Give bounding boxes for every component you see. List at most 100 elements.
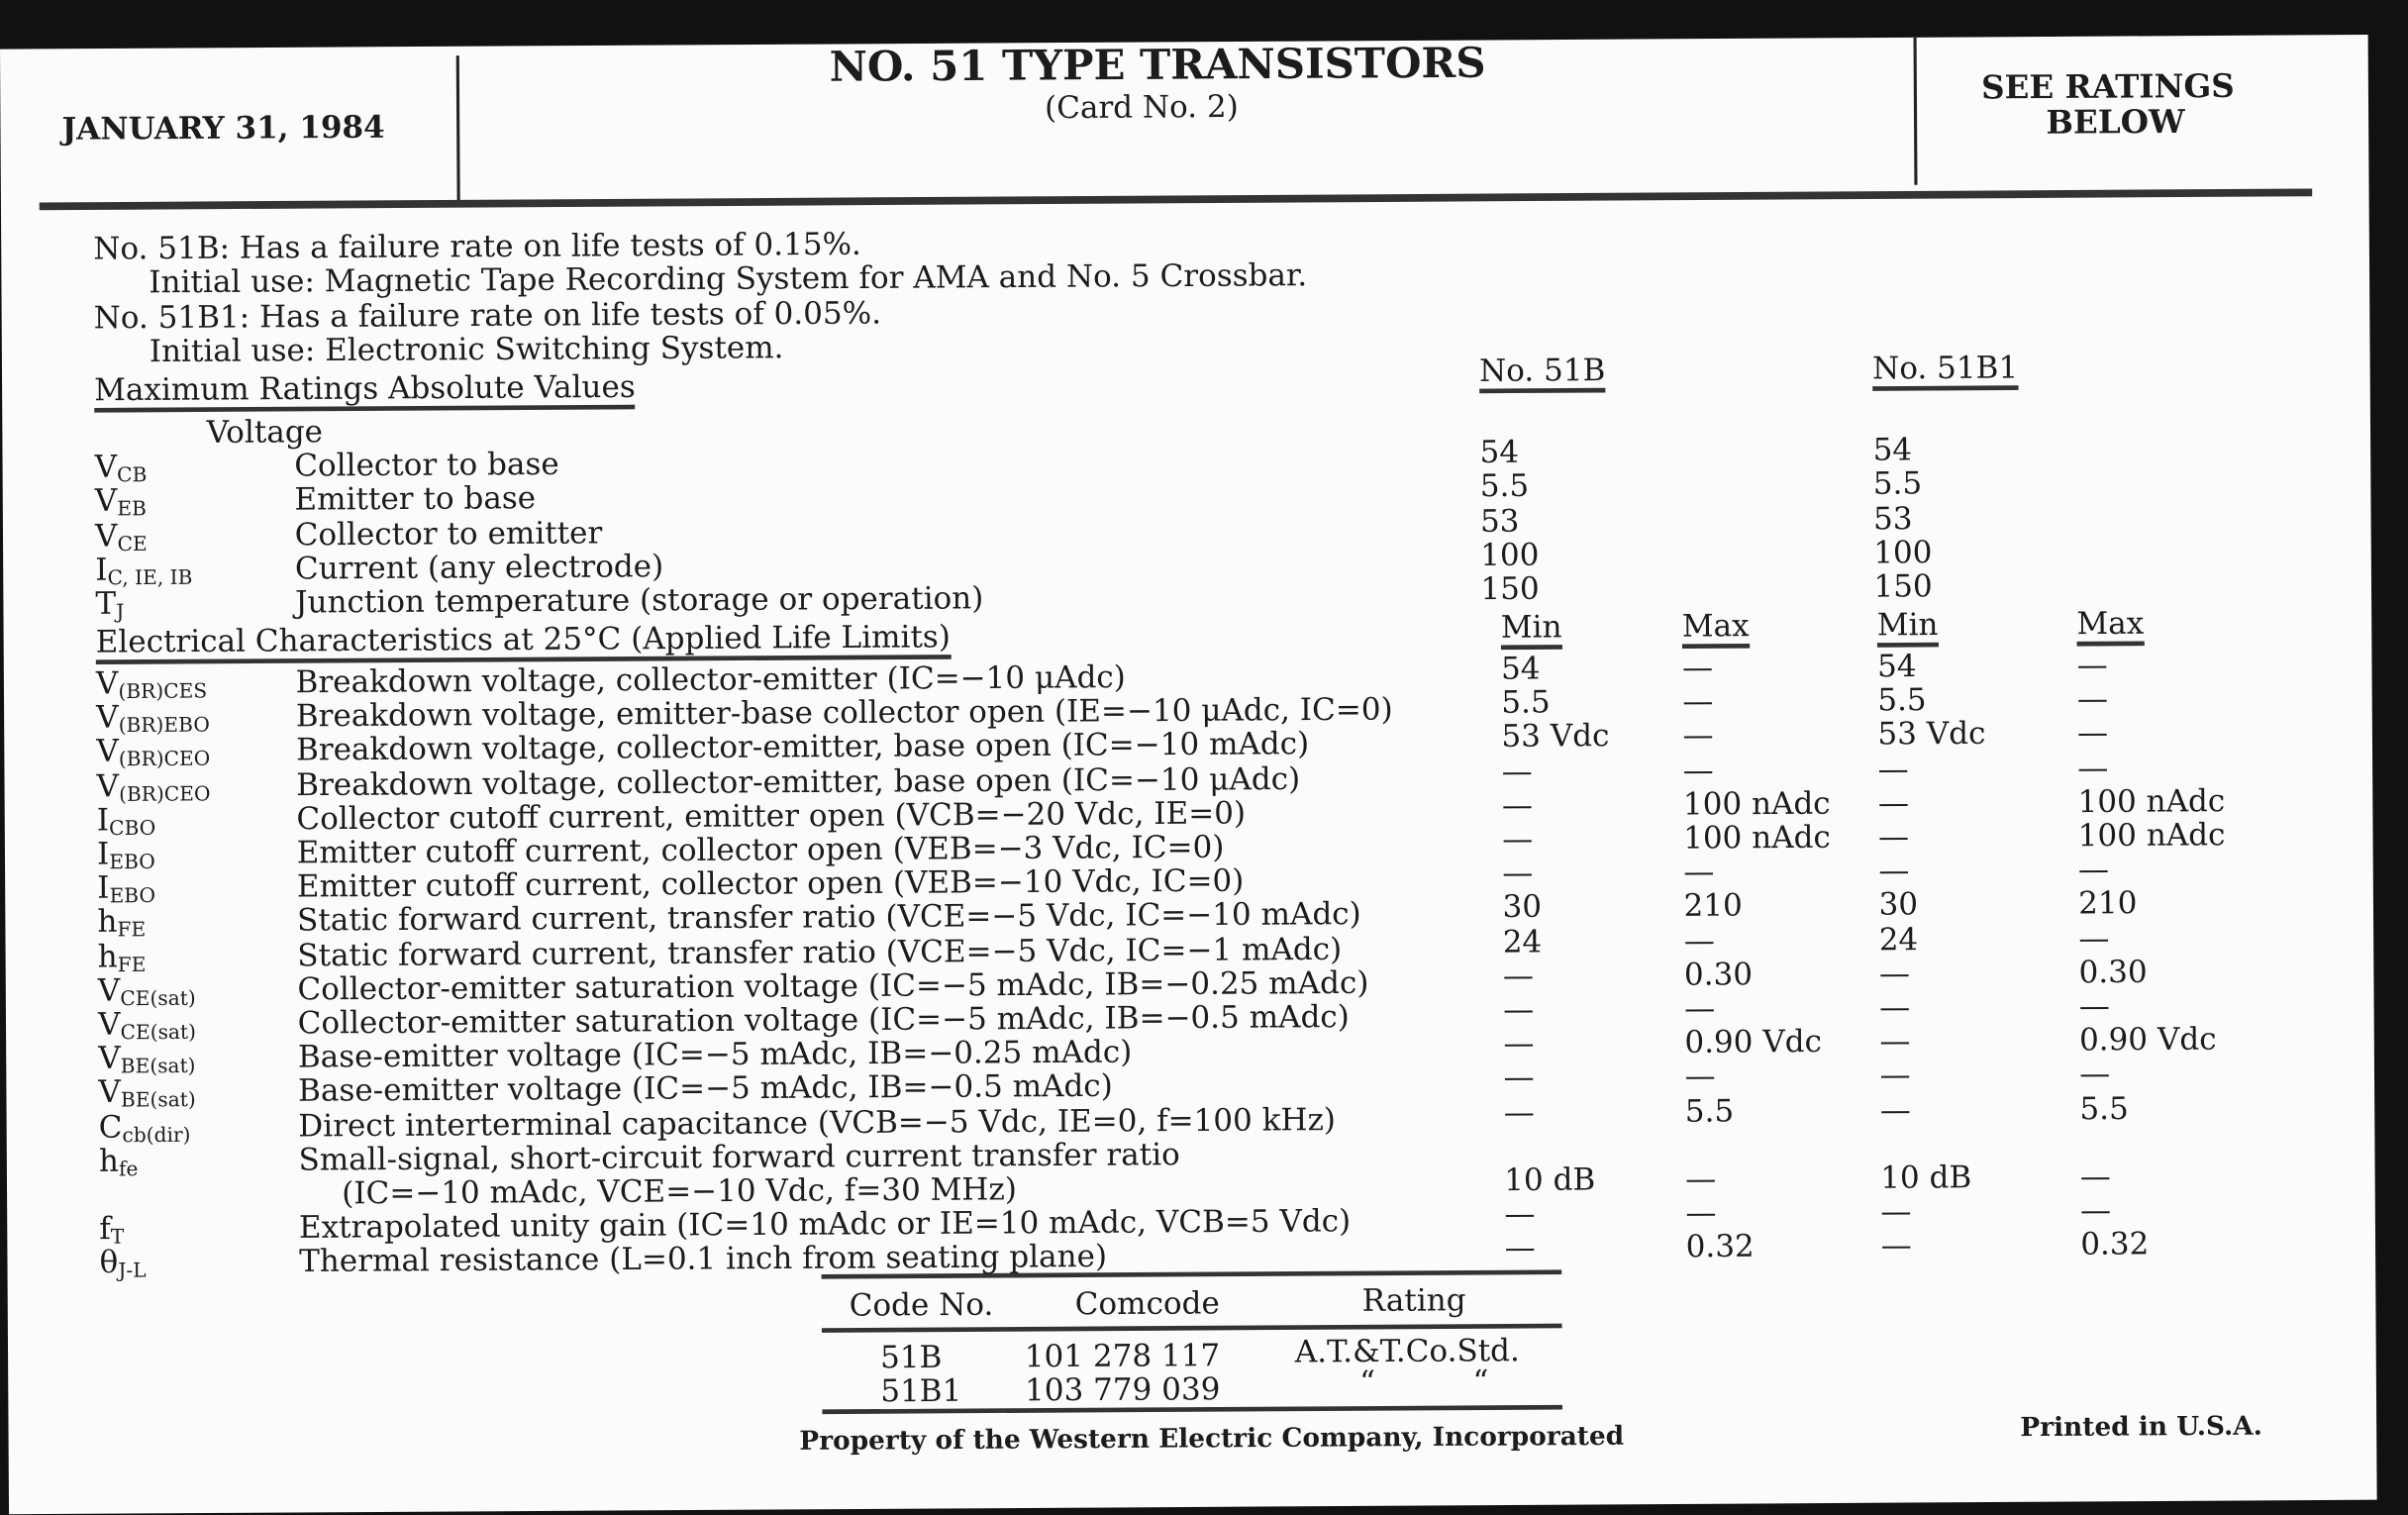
header-rule	[39, 188, 2313, 211]
max-value-51b1: —	[2079, 1055, 2111, 1092]
min-value-51b: —	[1501, 785, 1534, 824]
symbol-main: V	[95, 663, 119, 702]
parameter-symbol: IC, IE, IB	[95, 550, 192, 590]
code-cell: 51B	[879, 1338, 943, 1375]
min-value-51b: —	[1503, 1059, 1535, 1096]
printed-notice: Printed in U.S.A.	[2020, 1411, 2262, 1444]
col-51b-heading: No. 51B	[1479, 352, 1606, 394]
min-value-51b1: —	[1879, 987, 1911, 1026]
min-value-51b: —	[1502, 956, 1535, 994]
min-value-51b: 54	[1500, 649, 1541, 687]
characteristic-description: Static forward current, transfer ratio (…	[296, 895, 1361, 940]
max-value-51b1: 5.5	[2079, 1088, 2129, 1127]
min-value-51b1: —	[1877, 817, 1910, 856]
min-value-51b: —	[1502, 854, 1534, 891]
parameter-symbol: TJ	[95, 585, 124, 625]
min-value-51b1: —	[1880, 1226, 1912, 1264]
max-value-51b: —	[1683, 921, 1715, 959]
min-value-51b: —	[1504, 1229, 1536, 1266]
min-value-51b: 10 dB	[1504, 1161, 1596, 1198]
symbol-main: V	[96, 732, 119, 770]
min-value-51b1: 54	[1876, 647, 1917, 685]
parameter-symbol: ICBO	[97, 801, 156, 841]
parameter-symbol: V(BR)CEO	[96, 766, 210, 806]
symbol-main: h	[97, 937, 118, 974]
rating-description: Emitter to base	[294, 479, 537, 518]
max-value-51b1: —	[2078, 986, 2110, 1025]
intro-line: Initial use: Electronic Switching System…	[149, 328, 784, 369]
max-value-51b1: —	[2078, 918, 2110, 957]
min-value-51b: —	[1504, 1194, 1536, 1233]
characteristic-description: Base-emitter voltage (IC=−5 mAdc, IB=−0.…	[298, 1066, 1113, 1110]
card-date: JANUARY 31, 1984	[61, 108, 385, 148]
min-value-51b: —	[1501, 752, 1533, 789]
min-value-51b1: —	[1879, 1056, 1911, 1094]
parameter-symbol: VCE(sat)	[97, 970, 196, 1011]
header-divider	[455, 55, 460, 202]
max-value-51b: —	[1683, 853, 1715, 890]
max-value-51b: —	[1684, 989, 1716, 1027]
voltage-group-label: Voltage	[206, 412, 324, 451]
min-value-51b: 5.5	[1501, 683, 1551, 721]
code-cell: 51B1	[880, 1371, 962, 1410]
characteristic-description: Small-signal, short-circuit forward curr…	[298, 1135, 1180, 1178]
intro-line: No. 51B1: Has a failure rate on life tes…	[93, 294, 882, 337]
max-value-51b1: 100 nAdc	[2077, 815, 2226, 854]
symbol-main: V	[98, 1073, 122, 1111]
symbol-main: C	[98, 1107, 123, 1145]
max-value-51b: —	[1682, 716, 1714, 755]
characteristic-description: Extrapolated unity gain (IC=10 mAdc or I…	[298, 1202, 1352, 1246]
max-value-51b1: 210	[2078, 884, 2138, 922]
symbol-main: h	[98, 1141, 120, 1179]
symbol-main: I	[96, 835, 110, 872]
rating-description: Collector to base	[294, 445, 559, 484]
max-value-51b: 0.30	[1683, 955, 1754, 993]
symbol-main: V	[96, 698, 119, 736]
parameter-symbol: VCE	[95, 516, 148, 556]
symbol-main: V	[98, 1039, 121, 1076]
characteristic-description-cont: (IC=−10 mAdc, VCE=−10 Vdc, f=30 MHz)	[342, 1169, 1017, 1212]
max-heading-51b: Max	[1682, 607, 1750, 650]
symbol-main: V	[97, 970, 121, 1009]
symbol-main: V	[96, 766, 120, 804]
min-value-51b1: —	[1877, 783, 1910, 821]
max-value-51b1: 0.32	[2080, 1225, 2150, 1263]
min-heading-51b: Min	[1501, 608, 1562, 651]
symbol-main: I	[95, 550, 108, 588]
min-value-51b1: —	[1880, 1192, 1912, 1230]
min-value-51b: 53 Vdc	[1501, 717, 1610, 756]
card-subtitle: (Card No. 2)	[1044, 87, 1239, 126]
code-cell: “ “	[1359, 1362, 1489, 1400]
max-value-51b: —	[1681, 648, 1714, 686]
parameter-symbol: hFE	[97, 937, 147, 976]
col-51b1-heading: No. 51B1	[1872, 349, 2019, 391]
characteristic-description: Thermal resistance (L=0.1 inch from seat…	[299, 1238, 1108, 1280]
min-value-51b1: 24	[1878, 920, 1919, 958]
min-value-51b1: 5.5	[1877, 680, 1927, 719]
parameter-symbol: Ccb(dir)	[98, 1107, 191, 1147]
rating-value-51b: 53	[1479, 501, 1520, 539]
max-value-51b1: —	[2076, 679, 2109, 718]
max-ratings-heading: Maximum Ratings Absolute Values	[94, 367, 636, 413]
symbol-subscript: fe	[118, 1158, 139, 1182]
parameter-symbol: IEBO	[97, 868, 155, 908]
min-value-51b: —	[1503, 1092, 1535, 1130]
rating-description: Current (any electrode)	[294, 547, 664, 587]
intro-line: No. 51B: Has a failure rate on life test…	[93, 225, 861, 267]
rating-value-51b: 5.5	[1479, 466, 1530, 505]
symbol-main: f	[99, 1209, 111, 1248]
max-value-51b1: —	[2079, 1191, 2112, 1229]
parameter-symbol: θJ-L	[99, 1244, 146, 1283]
max-value-51b1: —	[2077, 748, 2109, 786]
header-divider	[1913, 37, 1918, 185]
max-value-51b: 100 nAdc	[1682, 783, 1831, 822]
min-value-51b1: 10 dB	[1880, 1158, 1972, 1196]
max-value-51b: —	[1684, 1057, 1716, 1095]
min-value-51b1: —	[1878, 852, 1910, 889]
characteristic-description: Direct interterminal capacitance (VCB=−5…	[298, 1099, 1337, 1144]
rating-value-51b: 100	[1480, 535, 1540, 573]
rating-value-51b: 150	[1480, 569, 1540, 608]
max-value-51b: —	[1682, 751, 1714, 788]
min-value-51b: 24	[1502, 922, 1543, 960]
